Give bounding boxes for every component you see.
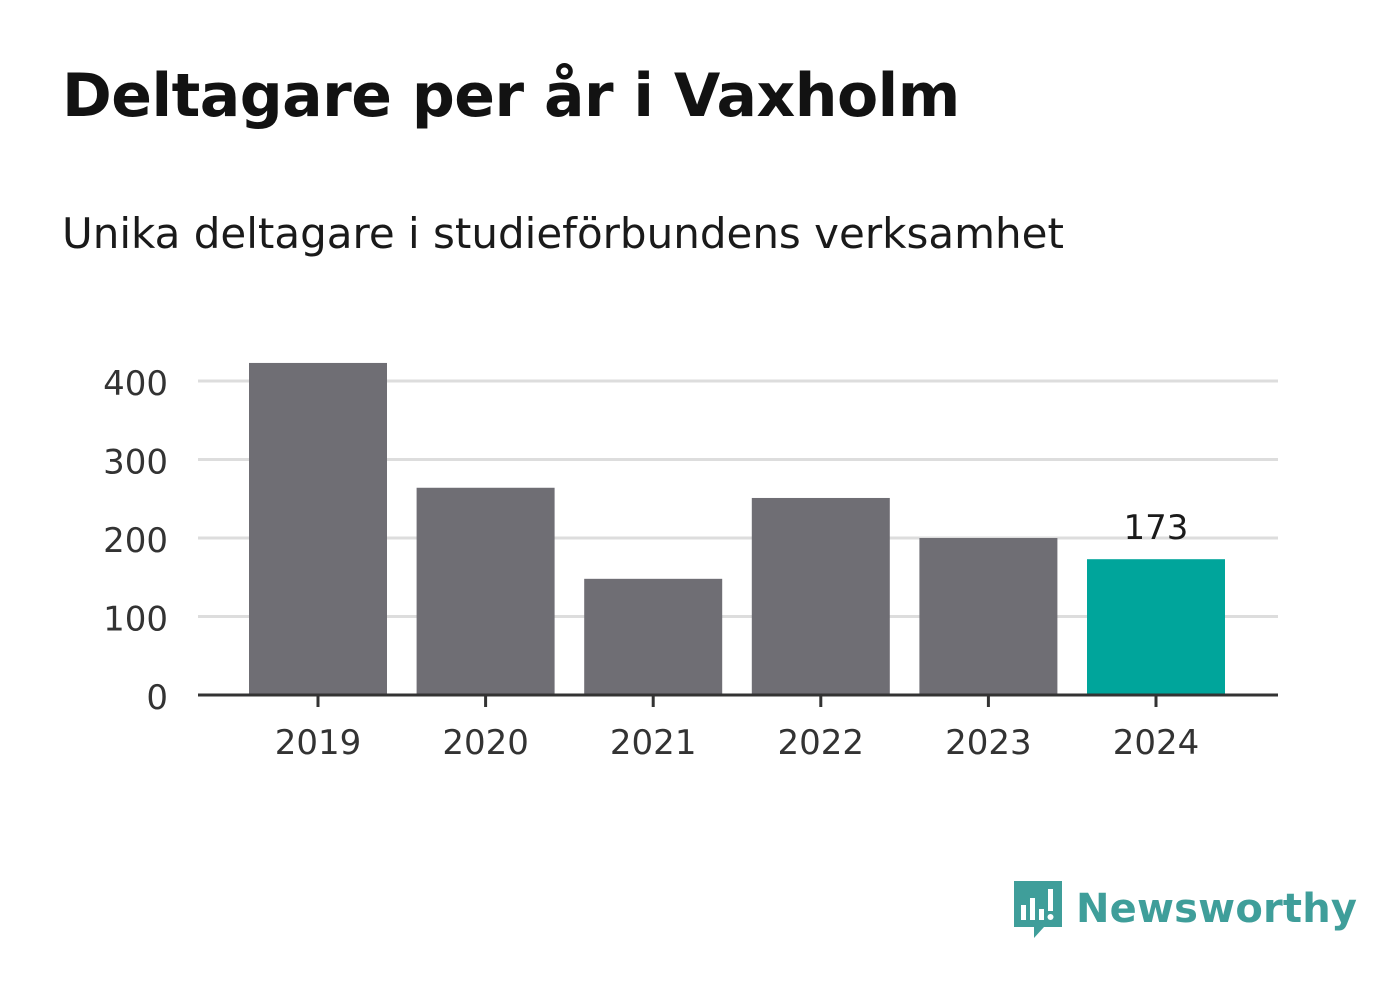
y-tick-label: 200 (103, 521, 168, 561)
bar-2021 (584, 578, 723, 695)
bar-2020 (416, 487, 555, 695)
y-tick-label: 300 (103, 443, 168, 483)
x-tick-label: 2019 (275, 723, 362, 763)
x-tick-label: 2023 (945, 723, 1032, 763)
brand-name: Newsworthy (1076, 886, 1358, 932)
newsworthy-logo: Newsworthy (1012, 878, 1357, 940)
x-tick-label: 2024 (1113, 723, 1200, 763)
bar-2022 (751, 497, 890, 695)
bar-2019 (249, 362, 387, 695)
y-tick-label: 100 (103, 600, 168, 640)
chart-title: Deltagare per år i Vaxholm (62, 61, 960, 131)
bar-2023 (919, 538, 1058, 695)
x-tick-label: 2021 (610, 723, 697, 763)
y-tick-label: 0 (146, 678, 168, 718)
y-tick-label: 400 (103, 364, 168, 404)
chart-subtitle: Unika deltagare i studieförbundens verks… (62, 209, 1064, 258)
bar-2024 (1087, 559, 1225, 695)
x-tick-label: 2022 (778, 723, 865, 763)
x-tick-label: 2020 (442, 723, 529, 763)
bar-chart-speech-bubble-icon (1014, 881, 1062, 938)
data-label-2024: 173 (1124, 508, 1189, 548)
